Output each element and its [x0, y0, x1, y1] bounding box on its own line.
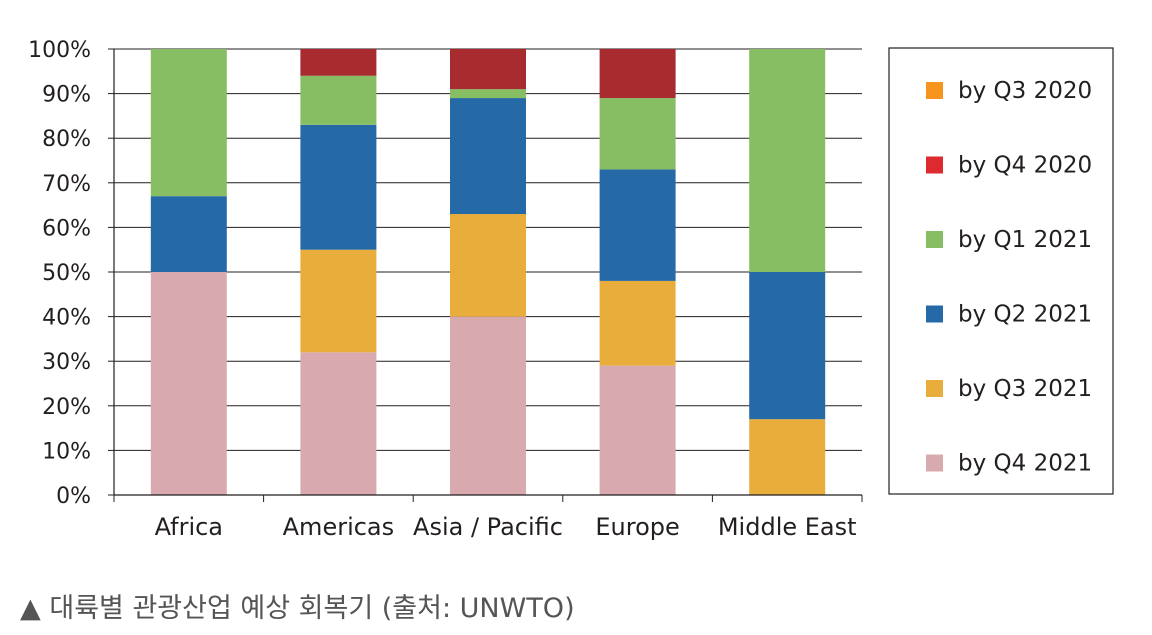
x-category-label: Americas: [283, 513, 395, 541]
bar-segment: [749, 49, 826, 272]
y-tick-labels: 0% 10% 20% 30% 40% 50% 60% 70% 80% 90% 100%: [28, 38, 91, 509]
y-tick-label: 20%: [42, 395, 91, 420]
x-category-label: Europe: [595, 513, 679, 541]
legend-box: [888, 47, 1114, 495]
bar-segment: [300, 75, 377, 125]
y-tick-label: 40%: [42, 306, 91, 331]
legend-label: by Q2 2021: [958, 302, 1092, 328]
bar-segment: [599, 98, 676, 170]
legend-swatch: [926, 454, 943, 472]
bar-segment: [300, 352, 377, 495]
bar-segment: [450, 89, 526, 99]
x-category-label: Africa: [155, 513, 223, 541]
bar-segment: [599, 169, 676, 281]
legend: by Q3 2020 by Q4 2020 by Q1 2021 by Q2 2021…: [888, 47, 1114, 495]
y-tick-label: 10%: [42, 439, 91, 464]
bar-segment: [450, 49, 526, 90]
legend-swatch: [926, 380, 943, 397]
y-tick-label: 80%: [42, 127, 91, 152]
bar-segment: [450, 214, 526, 317]
bar-segment: [599, 365, 676, 495]
figure-caption: ▲ 대륙별 관광산업 예상 회복기 (출처: UNWTO): [20, 586, 575, 625]
y-tick-label: 0%: [56, 484, 91, 509]
bar-segment: [150, 196, 227, 272]
legend-label: by Q1 2021: [958, 227, 1092, 253]
legend-swatch: [926, 305, 943, 323]
x-category-label: Asia / Pacific: [413, 513, 563, 541]
y-tick-label: 60%: [42, 216, 91, 241]
legend-swatch: [926, 231, 943, 248]
legend-label: by Q3 2020: [958, 78, 1092, 104]
y-tick-label: 100%: [28, 38, 91, 63]
bar-segment: [450, 98, 526, 215]
bar-segment: [150, 49, 227, 197]
legend-label: by Q4 2021: [958, 451, 1092, 477]
bar-segment: [599, 280, 676, 366]
y-tick-label: 90%: [42, 83, 91, 108]
bars: [150, 49, 826, 495]
bar-segment: [749, 272, 826, 420]
x-category-label: Middle East: [718, 513, 857, 541]
bar-segment: [599, 49, 676, 99]
bar-segment: [450, 316, 526, 495]
legend-swatch: [926, 156, 943, 174]
legend-label: by Q3 2021: [958, 376, 1092, 402]
axes: [108, 48, 863, 502]
bar-segment: [300, 124, 377, 250]
y-tick-label: 70%: [42, 172, 91, 197]
x-category-labels: Africa Americas Asia / Pacific Europe Middle…: [155, 513, 857, 541]
y-tick-label: 50%: [42, 261, 91, 286]
legend-swatch: [926, 82, 943, 99]
caption-marker: ▲: [20, 593, 41, 624]
y-tick-label: 30%: [42, 350, 91, 375]
bar-segment: [749, 419, 826, 495]
legend-label: by Q4 2020: [958, 153, 1092, 179]
bar-segment: [300, 249, 377, 353]
caption-text: 대륙별 관광산업 예상 회복기 (출처: UNWTO): [49, 593, 575, 624]
bar-segment: [150, 272, 227, 495]
bar-segment: [300, 49, 377, 76]
